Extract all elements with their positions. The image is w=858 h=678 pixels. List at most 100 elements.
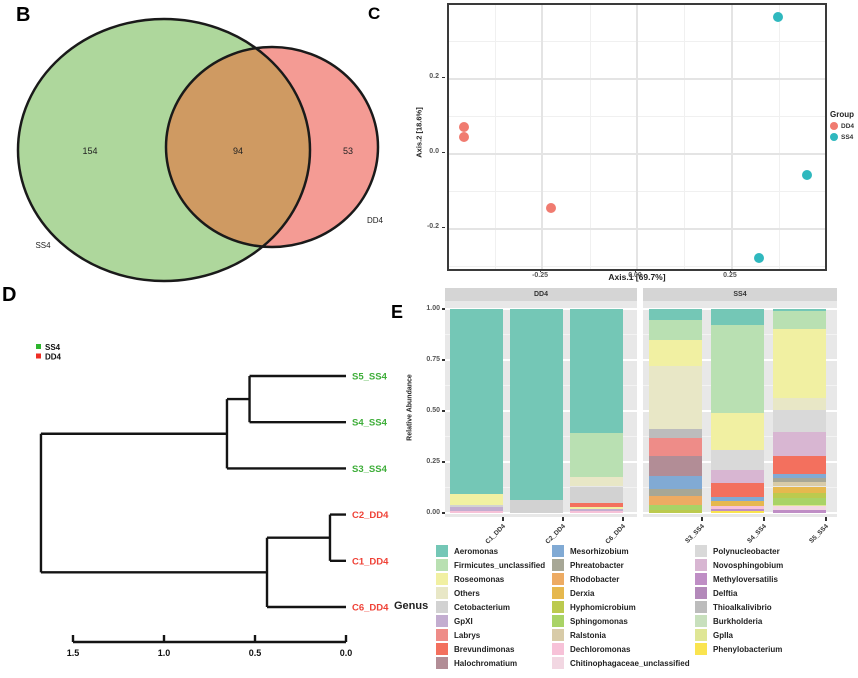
genus-swatch-Rhodobacter (552, 573, 564, 585)
venn-right-outline (164, 45, 380, 249)
genus-legend-item-Methyloversatilis: Methyloversatilis (695, 573, 783, 585)
e-y-tick-label: 0.00 (426, 509, 440, 516)
e-x-tick-mark (763, 517, 765, 521)
bar-segment-Polynucleobacter (711, 449, 764, 471)
dendrogram-legend-swatch-SS4 (36, 344, 41, 349)
genus-swatch-Cetobacterium (436, 601, 448, 613)
bar-segment-Hyphomicrobium (773, 492, 826, 499)
genus-label-Halochromatium: Halochromatium (454, 658, 518, 668)
x-tick-label: 0.25 (723, 272, 737, 279)
genus-legend-item-Novosphingobium: Novosphingobium (695, 559, 783, 571)
legend-label-DD4: DD4 (841, 122, 855, 130)
bar-segment-Rhodobacter (649, 495, 702, 505)
genus-label-Brevundimonas: Brevundimonas (454, 644, 515, 654)
genus-legend-item-Phenylobacterium: Phenylobacterium (695, 643, 783, 655)
y-tick-mark (442, 76, 445, 78)
bar-segment-Phenylobacterium (711, 510, 764, 513)
genus-label-Burkholderia: Burkholderia (713, 616, 763, 626)
bar-segment-Firmicutes_unclassified (773, 311, 826, 330)
bar-segment-Derxia (711, 500, 764, 506)
dendrogram-axis-label: 1.5 (67, 648, 80, 658)
leaf-label-C1_DD4: C1_DD4 (352, 556, 389, 567)
dendrogram-legend-label-DD4: DD4 (45, 353, 62, 362)
genus-label-Mesorhizobium: Mesorhizobium (570, 546, 629, 556)
e-x-tick-mark (622, 517, 624, 521)
e-y-tick-label: 1.00 (426, 305, 440, 312)
gridline-x-major (541, 5, 544, 269)
genus-swatch-GpXI (436, 615, 448, 627)
genus-legend-item-Rhodobacter: Rhodobacter (552, 573, 690, 585)
genus-label-Aeromonas: Aeromonas (454, 546, 499, 556)
genus-swatch-Polynucleobacter (695, 545, 707, 557)
genus-legend-item-Sphingomonas: Sphingomonas (552, 615, 690, 627)
bar-segment-GpXI (570, 508, 623, 511)
genus-label-Chitinophagaceae_unclassified: Chitinophagaceae_unclassified (570, 658, 690, 668)
e-x-tick-mark (701, 517, 703, 521)
gridline-major (445, 512, 637, 514)
genus-label-Delftia: Delftia (713, 588, 738, 598)
leaf-label-S5_SS4: S5_SS4 (352, 372, 388, 383)
bar-segment-Novosphingobium (773, 432, 826, 456)
gridline-y-major (449, 77, 825, 80)
bar-segment-Cetobacterium (570, 486, 623, 504)
gridline-y-major (449, 227, 825, 230)
facet-dd4-strip: DD4 (445, 288, 637, 301)
venn-right-count: 53 (343, 146, 353, 156)
genus-legend-item-Mesorhizobium: Mesorhizobium (552, 545, 690, 557)
genus-swatch-Derxia (552, 587, 564, 599)
gridline-x-major (730, 5, 733, 269)
dendrogram-axis-label: 0.0 (340, 648, 353, 658)
facet-dd4: DD4 (445, 288, 637, 517)
e-y-tick-mark (442, 461, 445, 463)
pcoa-legend-item-SS4: SS4 (830, 133, 858, 141)
dendrogram-axis-label: 0.5 (249, 648, 262, 658)
genus-swatch-Phreatobacter (552, 559, 564, 571)
genus-legend-item-GpXI: GpXI (436, 615, 545, 627)
e-y-tick-mark (442, 410, 445, 412)
genus-legend-item-Polynucleobacter: Polynucleobacter (695, 545, 783, 557)
e-y-tick-mark (442, 308, 445, 310)
bar-segment-Polynucleobacter (773, 409, 826, 433)
gridline-x-minor (589, 5, 591, 269)
bar-segment-Aeromonas (773, 309, 826, 312)
genus-label-Firmicutes_unclassified: Firmicutes_unclassified (454, 560, 546, 570)
genus-legend-item-Firmicutes_unclassified: Firmicutes_unclassified (436, 559, 545, 571)
bar-segment-Halochromatium (649, 455, 702, 477)
bar-segment-Aeromonas (570, 309, 623, 434)
pcoa-plot-area (447, 3, 827, 271)
bar-segment-Phreatobacter (773, 478, 826, 482)
genus-legend-title: Genus (394, 600, 429, 612)
x-tick-label: 0.00 (628, 272, 642, 279)
scatter-point-DD4 (459, 132, 470, 142)
pcoa-legend-item-DD4: DD4 (830, 122, 858, 130)
genus-swatch-Ralstonia (552, 629, 564, 641)
bar-segment-Firmicutes_unclassified (711, 325, 764, 414)
y-tick-mark (442, 151, 445, 153)
genus-legend-item-Dechloromonas: Dechloromonas (552, 643, 690, 655)
bar-segment-Dechloromonas (711, 505, 764, 509)
bar-segment-Firmicutes_unclassified (649, 320, 702, 340)
e-y-tick-label: 0.25 (426, 458, 440, 465)
venn-overlap-count: 94 (233, 146, 243, 156)
bar-segment-Sphingomonas (649, 504, 702, 510)
genus-label-Novosphingobium: Novosphingobium (713, 560, 784, 570)
genus-legend-column-2: Mesorhizobium Phreatobacter Rhodobacter Der… (552, 545, 690, 671)
gridline-major (643, 308, 837, 310)
bar-segment-Roseomonas (570, 506, 623, 509)
genus-legend-item-Labrys: Labrys (436, 629, 545, 641)
bar-segment-Sphingomonas (773, 498, 826, 505)
genus-legend-item-Ralstonia: Ralstonia (552, 629, 690, 641)
genus-legend-item-Others: Others (436, 587, 545, 599)
genus-label-Cetobacterium: Cetobacterium (454, 602, 511, 612)
e-x-tick-mark (825, 517, 827, 521)
scatter-point-SS4 (801, 169, 812, 180)
genus-swatch-Chitinophagaceae_unclassified (552, 657, 564, 669)
pcoa-x-axis-title: Axis.1 [69.7%] (608, 272, 666, 282)
venn-diagram: 154 94 53 SS4 DD4 (16, 17, 384, 283)
bar-segment-Brevundimonas (570, 503, 623, 507)
bar-segment-Mesorhizobium (711, 496, 764, 501)
bar-segment-Thioalkalivibrio (649, 429, 702, 438)
venn-left-count: 154 (82, 146, 97, 156)
genus-swatch-Sphingomonas (552, 615, 564, 627)
